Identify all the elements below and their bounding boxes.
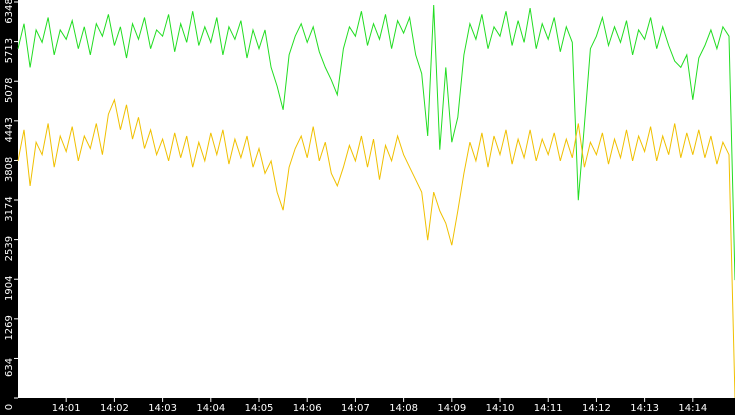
x-tick-label: 14:02	[100, 403, 129, 414]
x-tick-label: 14:01	[52, 403, 81, 414]
x-tick-label: 14:04	[196, 403, 225, 414]
x-tick-label: 14:12	[582, 403, 611, 414]
y-tick-label: 5078	[4, 77, 15, 102]
x-tick-label: 14:05	[245, 403, 274, 414]
x-tick-label: 14:08	[389, 403, 418, 414]
x-tick-label: 14:11	[534, 403, 563, 414]
series-line	[17, 4, 735, 281]
x-tick-label: 14:06	[293, 403, 322, 414]
y-tick-label: 634	[4, 358, 15, 377]
x-tick-label: 14:07	[341, 403, 370, 414]
series-line	[17, 98, 735, 399]
y-tick-label: 3808	[4, 157, 15, 182]
x-axis-strip	[0, 398, 735, 415]
y-axis-strip	[0, 0, 18, 415]
y-tick-label: 2539	[4, 236, 15, 261]
y-tick-label: 1904	[4, 275, 15, 300]
x-tick-label: 14:09	[437, 403, 466, 414]
x-tick-label: 14:03	[148, 403, 177, 414]
x-tick-label: 14:10	[486, 403, 515, 414]
y-tick-label: 3174	[4, 196, 15, 221]
y-tick-label: 1269	[4, 315, 15, 340]
y-tick-label: 6348	[4, 0, 15, 24]
x-tick-label: 14:14	[678, 403, 707, 414]
y-tick-label: 5713	[4, 38, 15, 63]
x-tick-label: 14:13	[630, 403, 659, 414]
y-tick-label: 4443	[4, 117, 15, 142]
y-tick-label: 0	[4, 404, 15, 410]
